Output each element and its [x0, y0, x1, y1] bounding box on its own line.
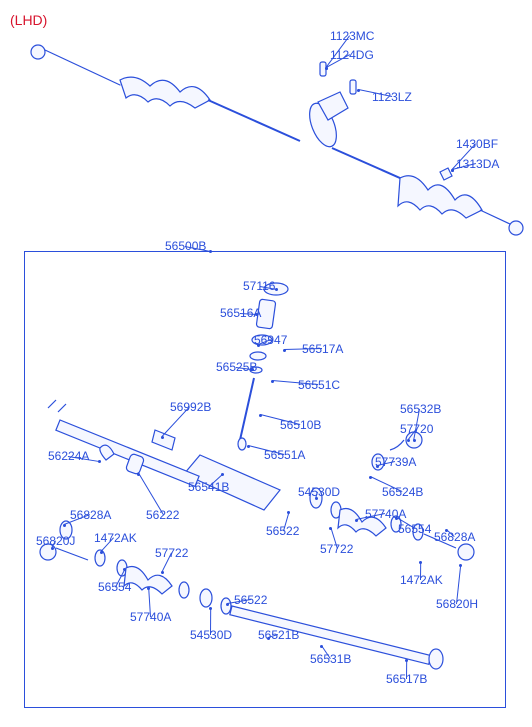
leader-dot [123, 568, 126, 571]
part-label[interactable]: 56532B [400, 402, 441, 416]
leader-dot [100, 551, 103, 554]
part-label[interactable]: 54530D [298, 485, 340, 499]
leader-dot [325, 67, 328, 70]
leader-dot [395, 517, 398, 520]
leader-dot [63, 524, 66, 527]
leader-dot [255, 313, 258, 316]
leader-dot [271, 380, 274, 383]
leader-dot [226, 603, 229, 606]
leader-dot [161, 436, 164, 439]
leader-dot [283, 349, 286, 352]
leader-dot [259, 414, 262, 417]
leader-dot [320, 645, 323, 648]
leader-dot [209, 607, 212, 610]
leader-dot [369, 476, 372, 479]
leader-dot [161, 571, 164, 574]
leader-dot [221, 473, 224, 476]
leader-dot [413, 439, 416, 442]
leader-dot [355, 519, 358, 522]
leader-dot [275, 288, 278, 291]
leader-dot [357, 89, 360, 92]
part-label[interactable]: 56992B [170, 400, 211, 414]
part-label[interactable]: 56531B [310, 652, 351, 666]
leader-dot [329, 527, 332, 530]
leader-dot [147, 587, 150, 590]
part-label[interactable]: 1472AK [94, 531, 137, 545]
part-label[interactable]: 56551C [298, 378, 340, 392]
leader-dot [445, 529, 448, 532]
leader-line [210, 608, 211, 635]
leader-dot [209, 250, 212, 253]
leader-dot [287, 511, 290, 514]
part-label[interactable]: 56524B [382, 485, 423, 499]
part-label[interactable]: 56521B [258, 628, 299, 642]
leader-dot [376, 465, 379, 468]
leader-dot [405, 659, 408, 662]
leader-dot [419, 561, 422, 564]
leader-dot [251, 368, 254, 371]
leader-line [406, 660, 407, 679]
leader-dot [137, 473, 140, 476]
diagram-canvas: (LHD) [0, 0, 532, 727]
part-label[interactable]: 1123MC [330, 29, 374, 43]
part-label[interactable]: 57739A [375, 455, 416, 469]
leader-line [420, 562, 421, 580]
leader-dot [267, 637, 270, 640]
leader-dot [459, 564, 462, 567]
leader-dot [247, 445, 250, 448]
leader-dot [51, 547, 54, 550]
leader-dot [407, 439, 410, 442]
part-label[interactable]: 1472AK [400, 573, 443, 587]
leader-dot [257, 344, 260, 347]
leader-dot [98, 460, 101, 463]
part-label[interactable]: 1430BF [456, 137, 498, 151]
leader-dot [315, 497, 318, 500]
variant-label: (LHD) [10, 12, 47, 28]
part-label[interactable]: 56828A [434, 530, 475, 544]
part-label[interactable]: 1313DA [456, 157, 499, 171]
leader-dot [451, 169, 454, 172]
